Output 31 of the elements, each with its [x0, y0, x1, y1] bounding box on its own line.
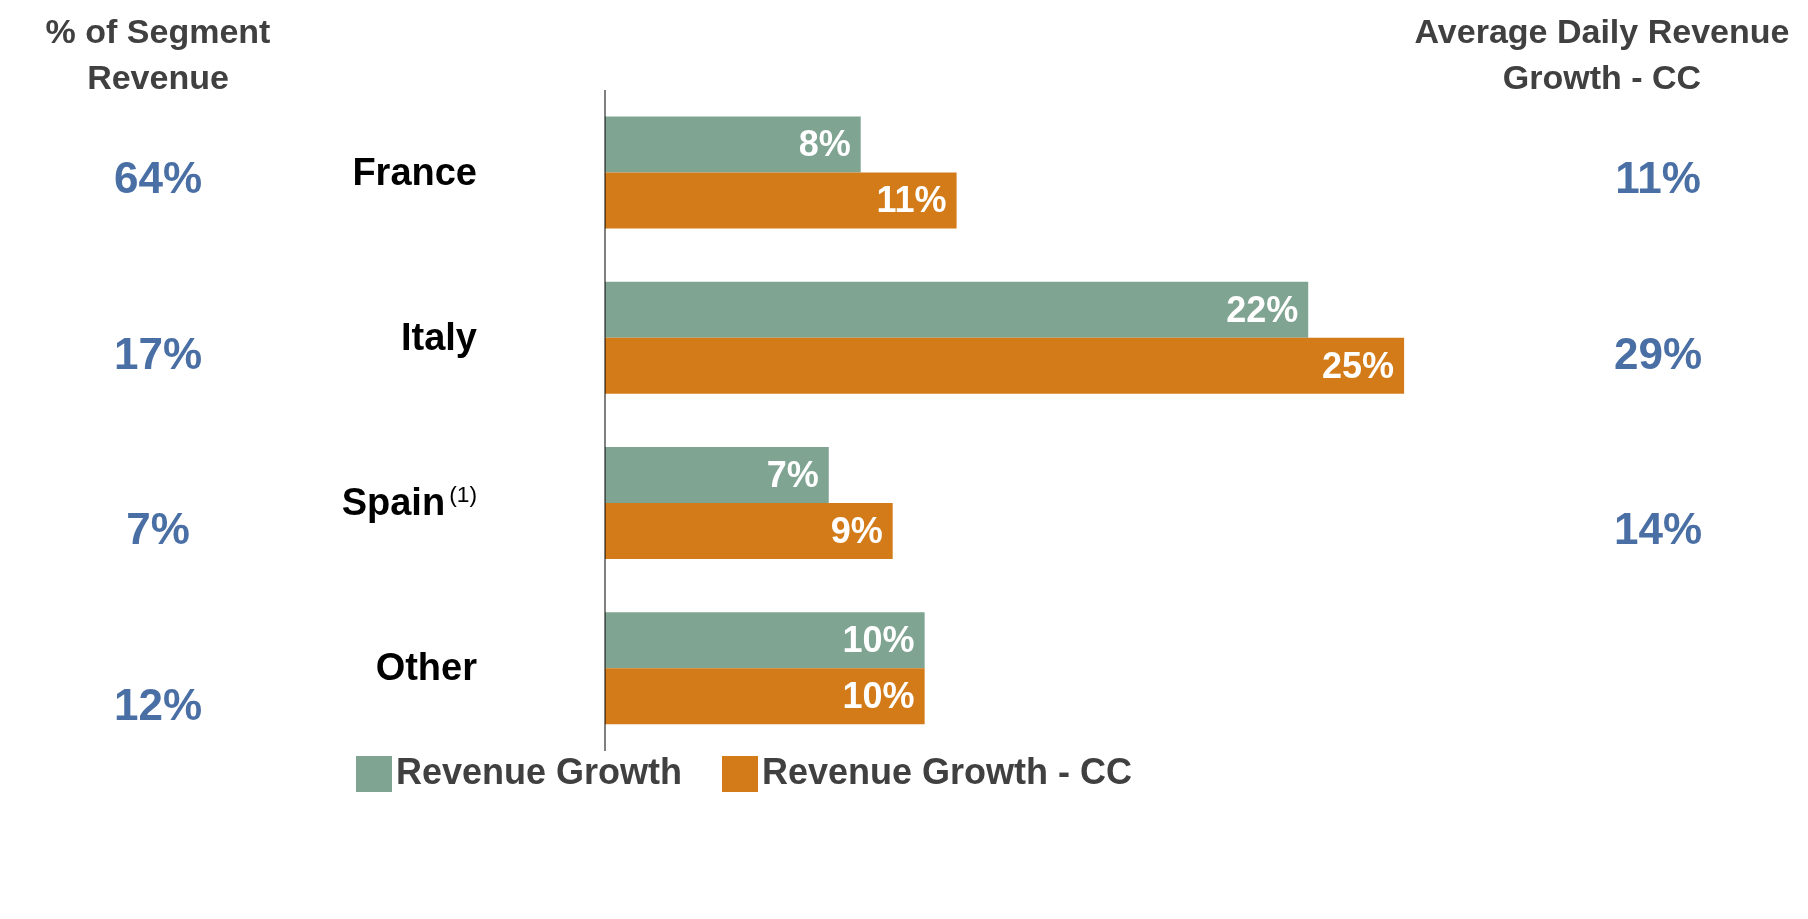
- data-label: 9%: [830, 509, 883, 551]
- bar: [605, 612, 925, 669]
- bar: [605, 446, 829, 503]
- y-tick-label: Spain$^{(1)}$: [341, 481, 477, 524]
- text: 12%: [113, 680, 203, 730]
- bar: [605, 337, 1405, 394]
- data-label: 10%: [842, 675, 915, 717]
- data-label: 11%: [876, 179, 947, 221]
- bar: [605, 116, 861, 173]
- text: Average Daily Revenue Growth - CC: [1414, 12, 1790, 96]
- data-label: 25%: [1322, 344, 1395, 386]
- data-label: 8%: [798, 123, 851, 165]
- bar: [605, 281, 1309, 338]
- bar: [605, 668, 925, 725]
- y-tick-label: Italy: [400, 315, 477, 358]
- legend-label: Revenue Growth: [395, 751, 682, 792]
- y-tick-label: Other: [375, 646, 478, 689]
- bar: [605, 502, 893, 559]
- text: 64%: [113, 152, 203, 202]
- text: 7%: [126, 504, 190, 554]
- text: 11%: [1615, 152, 1701, 202]
- y-tick-label: France: [352, 150, 477, 193]
- data-label: 7%: [766, 453, 819, 495]
- data-label: 10%: [842, 619, 915, 661]
- data-label: 22%: [1226, 288, 1299, 330]
- bar: [605, 172, 957, 229]
- text: 14%: [1613, 504, 1703, 554]
- text: 29%: [1613, 328, 1703, 378]
- text: 17%: [113, 328, 203, 378]
- text: % of Segment Revenue: [45, 12, 271, 96]
- legend-label: Revenue Growth - CC: [762, 751, 1133, 792]
